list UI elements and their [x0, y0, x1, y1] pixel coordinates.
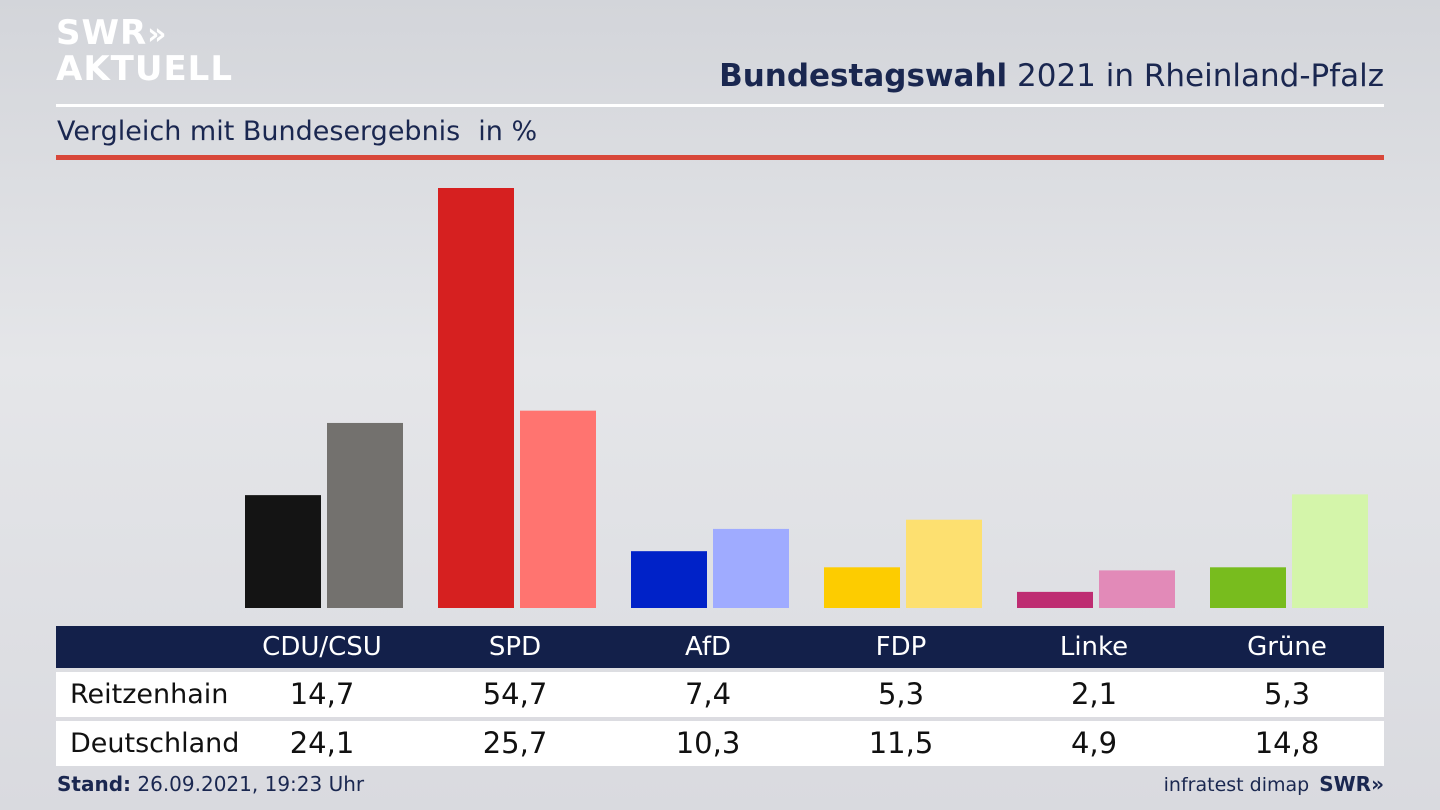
subtitle-divider	[56, 155, 1384, 160]
title-bold: Bundestagswahl	[719, 58, 1008, 94]
table-cell: 2,1	[1070, 677, 1118, 711]
bar-chart	[245, 188, 1368, 608]
stand-label: Stand:	[57, 772, 132, 796]
logo-swr-text: SWR	[56, 13, 148, 53]
table-cell: 14,7	[289, 677, 355, 711]
row-label: Reitzenhain	[70, 679, 229, 710]
table-cell: 25,7	[482, 726, 548, 760]
table-cell: 14,8	[1254, 726, 1320, 760]
chart-subtitle: Vergleich mit Bundesergebnis in %	[57, 116, 537, 147]
bar-local-fdp	[824, 567, 900, 608]
title-divider	[56, 104, 1384, 107]
table-cell: 11,5	[868, 726, 934, 760]
header-spd: SPD	[488, 632, 542, 662]
bar-local-afd	[631, 551, 707, 608]
row-label: Deutschland	[70, 728, 240, 759]
bar-local-cdu-csu	[245, 495, 321, 608]
header-fdp: FDP	[875, 632, 927, 662]
table-row-reitzenhain: Reitzenhain 14,7 54,7 7,4 5,3 2,1 5,3	[56, 672, 1384, 717]
bar-national-gr-ne	[1292, 494, 1368, 608]
table-row-deutschland: Deutschland 24,1 25,7 10,3 11,5 4,9 14,8	[56, 721, 1384, 766]
swr-footer-logo: SWR»	[1319, 772, 1384, 796]
table-header: CDU/CSU SPD AfD FDP Linke Grüne	[56, 626, 1384, 668]
header-cdu-csu: CDU/CSU	[262, 632, 382, 662]
bar-local-spd	[438, 188, 514, 608]
subtitle-unit: in %	[478, 116, 538, 147]
table-cell: 24,1	[289, 726, 355, 760]
bar-national-afd	[713, 528, 789, 608]
logo-aktuell-text: AKTUELL	[56, 49, 234, 89]
bar-local-linke	[1017, 591, 1093, 608]
bar-national-fdp	[906, 519, 982, 608]
source-text: infratest dimap	[1163, 774, 1310, 796]
header-gruene: Grüne	[1247, 632, 1327, 662]
header-afd: AfD	[684, 632, 732, 662]
table-cell: 4,9	[1070, 726, 1118, 760]
title-rest: 2021 in Rheinland-Pfalz	[1007, 58, 1384, 94]
bar-national-cdu-csu	[327, 422, 403, 608]
timestamp: Stand: 26.09.2021, 19:23 Uhr	[57, 772, 364, 796]
bar-local-gr-ne	[1210, 567, 1286, 608]
table-cell: 54,7	[482, 677, 548, 711]
header-linke: Linke	[1059, 632, 1129, 662]
bar-national-spd	[520, 410, 596, 608]
swr-aktuell-logo: SWR» AKTUELL	[56, 16, 233, 86]
results-table: CDU/CSU SPD AfD FDP Linke Grüne Reitzenh…	[56, 626, 1384, 766]
table-cell: 10,3	[675, 726, 741, 760]
subtitle-text: Vergleich mit Bundesergebnis	[57, 116, 461, 147]
table-cell: 7,4	[684, 677, 732, 711]
table-cell: 5,3	[877, 677, 925, 711]
table-cell: 5,3	[1263, 677, 1311, 711]
chart-title: Bundestagswahl 2021 in Rheinland-Pfalz	[719, 58, 1384, 94]
stand-value: 26.09.2021, 19:23 Uhr	[131, 772, 365, 796]
bar-national-linke	[1099, 570, 1175, 608]
source-credit: infratest dimap SWR»	[1164, 772, 1384, 796]
